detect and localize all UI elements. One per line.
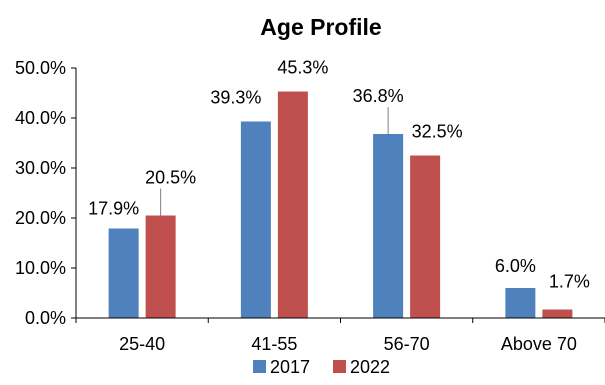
data-label-2022-25-40: 20.5%	[145, 168, 196, 188]
bar-2017-Above 70	[505, 288, 536, 318]
bar-2022-Above 70	[542, 309, 573, 318]
y-tick-label: 20.0%	[15, 208, 66, 228]
data-label-2017-41-55: 39.3%	[210, 88, 261, 108]
bar-2017-25-40	[108, 228, 139, 318]
x-tick-label: Above 70	[501, 334, 577, 354]
bar-2017-56-70	[373, 134, 404, 318]
data-label-2017-56-70: 36.8%	[353, 86, 404, 106]
y-tick-label: 10.0%	[15, 258, 66, 278]
chart-title: Age Profile	[260, 14, 381, 40]
x-tick-label: 25-40	[119, 334, 165, 354]
legend-label-2022: 2022	[350, 357, 390, 377]
legend: 2017 2022	[253, 357, 390, 377]
y-tick-label: 0.0%	[25, 308, 66, 328]
x-tick-label: 41-55	[251, 334, 297, 354]
y-tick-label: 50.0%	[15, 58, 66, 78]
bar-2022-25-40	[145, 215, 176, 318]
data-label-2017-25-40: 17.9%	[88, 199, 139, 219]
bar-2017-41-55	[240, 121, 271, 318]
legend-swatch-2017	[253, 360, 266, 373]
data-label-2017-Above 70: 6.0%	[495, 256, 536, 276]
data-label-2022-41-55: 45.3%	[277, 58, 328, 78]
y-tick-label: 40.0%	[15, 108, 66, 128]
y-tick-label: 30.0%	[15, 158, 66, 178]
bar-2022-56-70	[410, 155, 441, 318]
plot-area: 0.0% 10.0% 20.0% 30.0% 40.0% 50.0% 25-40 41-55 5…	[15, 58, 605, 354]
data-label-2022-56-70: 32.5%	[412, 122, 463, 142]
bar-2022-41-55	[277, 91, 308, 318]
x-tick-label: 56-70	[384, 334, 430, 354]
data-label-2022-Above 70: 1.7%	[549, 272, 590, 292]
legend-label-2017: 2017	[270, 357, 310, 377]
legend-swatch-2022	[333, 360, 346, 373]
